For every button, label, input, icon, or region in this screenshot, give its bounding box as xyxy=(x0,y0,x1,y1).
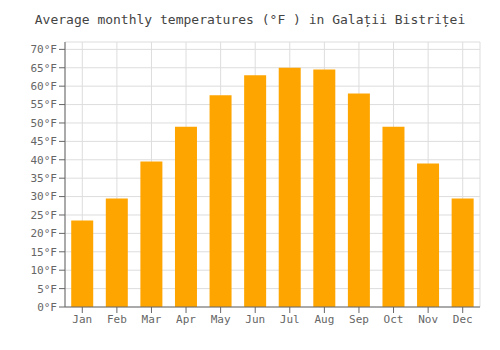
svg-text:25°F: 25°F xyxy=(31,209,58,222)
svg-text:50°F: 50°F xyxy=(31,117,58,130)
svg-text:20°F: 20°F xyxy=(31,227,58,240)
svg-text:0°F: 0°F xyxy=(37,301,57,314)
svg-text:Sep: Sep xyxy=(349,313,369,326)
svg-text:60°F: 60°F xyxy=(31,80,58,93)
svg-text:10°F: 10°F xyxy=(31,264,58,277)
svg-text:Aug: Aug xyxy=(314,313,334,326)
svg-text:30°F: 30°F xyxy=(31,190,58,203)
svg-text:May: May xyxy=(211,313,231,326)
html-text:Average monthly temperatures (: Average monthly temperatures (°F ) in Ga… xyxy=(34,12,466,27)
svg-text:70°F: 70°F xyxy=(31,43,58,56)
svg-text:5°F: 5°F xyxy=(37,283,57,296)
svg-text:Nov: Nov xyxy=(418,313,438,326)
svg-text:Apr: Apr xyxy=(176,313,196,326)
svg-text:Jun: Jun xyxy=(245,313,265,326)
svg-text:Feb: Feb xyxy=(107,313,127,326)
svg-text:15°F: 15°F xyxy=(31,246,58,259)
svg-text:Oct: Oct xyxy=(384,313,404,326)
svg-text:45°F: 45°F xyxy=(31,135,58,148)
svg-text:65°F: 65°F xyxy=(31,62,58,75)
svg-text:40°F: 40°F xyxy=(31,154,58,167)
svg-text:Jan: Jan xyxy=(72,313,92,326)
svg-text:Dec: Dec xyxy=(453,313,473,326)
svg-text:55°F: 55°F xyxy=(31,98,58,111)
svg-text:Jul: Jul xyxy=(280,313,300,326)
svg-text:Mar: Mar xyxy=(142,313,162,326)
svg-text:35°F: 35°F xyxy=(31,172,58,185)
